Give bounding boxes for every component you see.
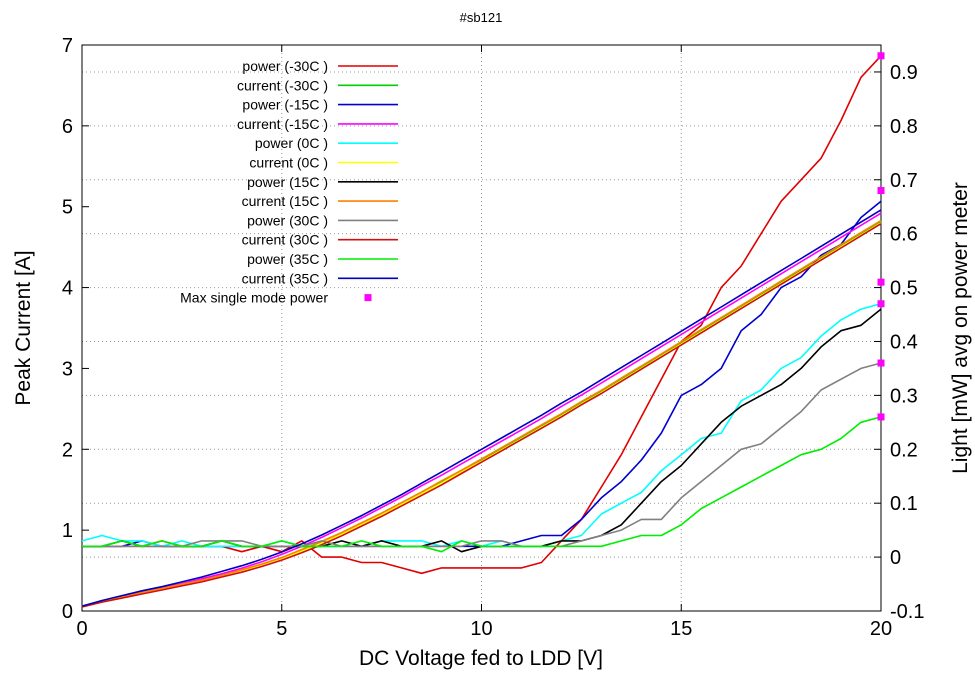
series [81, 55, 882, 608]
x-tick-label: 15 [670, 618, 692, 640]
y2-tick-label: 0.9 [890, 62, 918, 84]
y2-tick-label: 0 [890, 547, 901, 569]
series-line-current-30c [81, 223, 882, 608]
legend-label: power (-30C ) [242, 58, 328, 74]
y-tick-label: 7 [62, 35, 73, 57]
y-tick-label: 4 [62, 278, 73, 300]
max-single-mode-marker [877, 300, 885, 308]
series-line-current-15c [81, 212, 882, 607]
legend-label: Max single mode power [180, 290, 328, 306]
legend-label: current (0C ) [249, 155, 328, 171]
series-line-power-30c [82, 362, 882, 548]
legend-label: current (35C ) [242, 270, 328, 286]
x-tick-label: 5 [276, 618, 287, 640]
series-line-current-15c [81, 219, 882, 607]
y2-axis-label: Light [mW] avg on power meter [949, 182, 972, 474]
y-axis-label: Peak Current [A] [12, 250, 35, 405]
y2-tick-label: 0.2 [890, 439, 918, 461]
legend-label: current (15C ) [242, 193, 328, 209]
y-tick-label: 5 [62, 197, 73, 219]
grid [82, 45, 881, 611]
legend-marker-sample [364, 294, 372, 302]
max-single-mode-marker [877, 187, 885, 195]
y-tick-label: 3 [62, 358, 73, 380]
y-tick-label: 1 [62, 520, 73, 542]
axis-ticks: 0 5 10 15 20 0 1 2 3 4 5 6 7 -0.1 0 0.1 0.2 0.3 0.4 0.5 0.6 0… [62, 35, 925, 640]
y2-tick-label: 0.8 [890, 116, 918, 138]
y2-tick-label: 0.1 [890, 493, 918, 515]
series-line-current-35c [81, 209, 882, 607]
legend-label: power (-15C ) [242, 97, 328, 113]
y-tick-label: 0 [62, 601, 73, 623]
chart-title: #sb121 [460, 10, 503, 25]
series-line-power-35c [82, 416, 882, 553]
y2-tick-label: 0.4 [890, 331, 918, 353]
max-single-mode-markers [877, 52, 885, 421]
x-tick-label: 0 [76, 618, 87, 640]
legend-label: power (0C ) [255, 135, 328, 151]
max-single-mode-marker [877, 413, 885, 421]
max-single-mode-marker [877, 52, 885, 60]
y2-tick-label: 0.5 [890, 278, 918, 300]
y2-tick-label: 0.3 [890, 385, 918, 407]
legend-label: power (35C ) [247, 251, 328, 267]
legend-label: power (15C ) [247, 174, 328, 190]
legend: power (-30C ) current (-30C ) power (-15C … [180, 58, 398, 306]
max-single-mode-marker [877, 359, 885, 367]
y-tick-label: 6 [62, 116, 73, 138]
x-tick-label: 20 [870, 618, 892, 640]
y2-tick-label: 0.7 [890, 170, 918, 192]
legend-label: current (-15C ) [237, 116, 328, 132]
x-tick-label: 10 [470, 618, 492, 640]
y2-tick-label: 0.6 [890, 224, 918, 246]
legend-label: current (30C ) [242, 232, 328, 248]
y2-tick-label: -0.1 [890, 601, 924, 623]
max-single-mode-marker [877, 278, 885, 286]
legend-label: power (30C ) [247, 212, 328, 228]
legend-label: current (-30C ) [237, 77, 328, 93]
y-tick-label: 2 [62, 439, 73, 461]
x-axis-label: DC Voltage fed to LDD [V] [359, 647, 603, 670]
